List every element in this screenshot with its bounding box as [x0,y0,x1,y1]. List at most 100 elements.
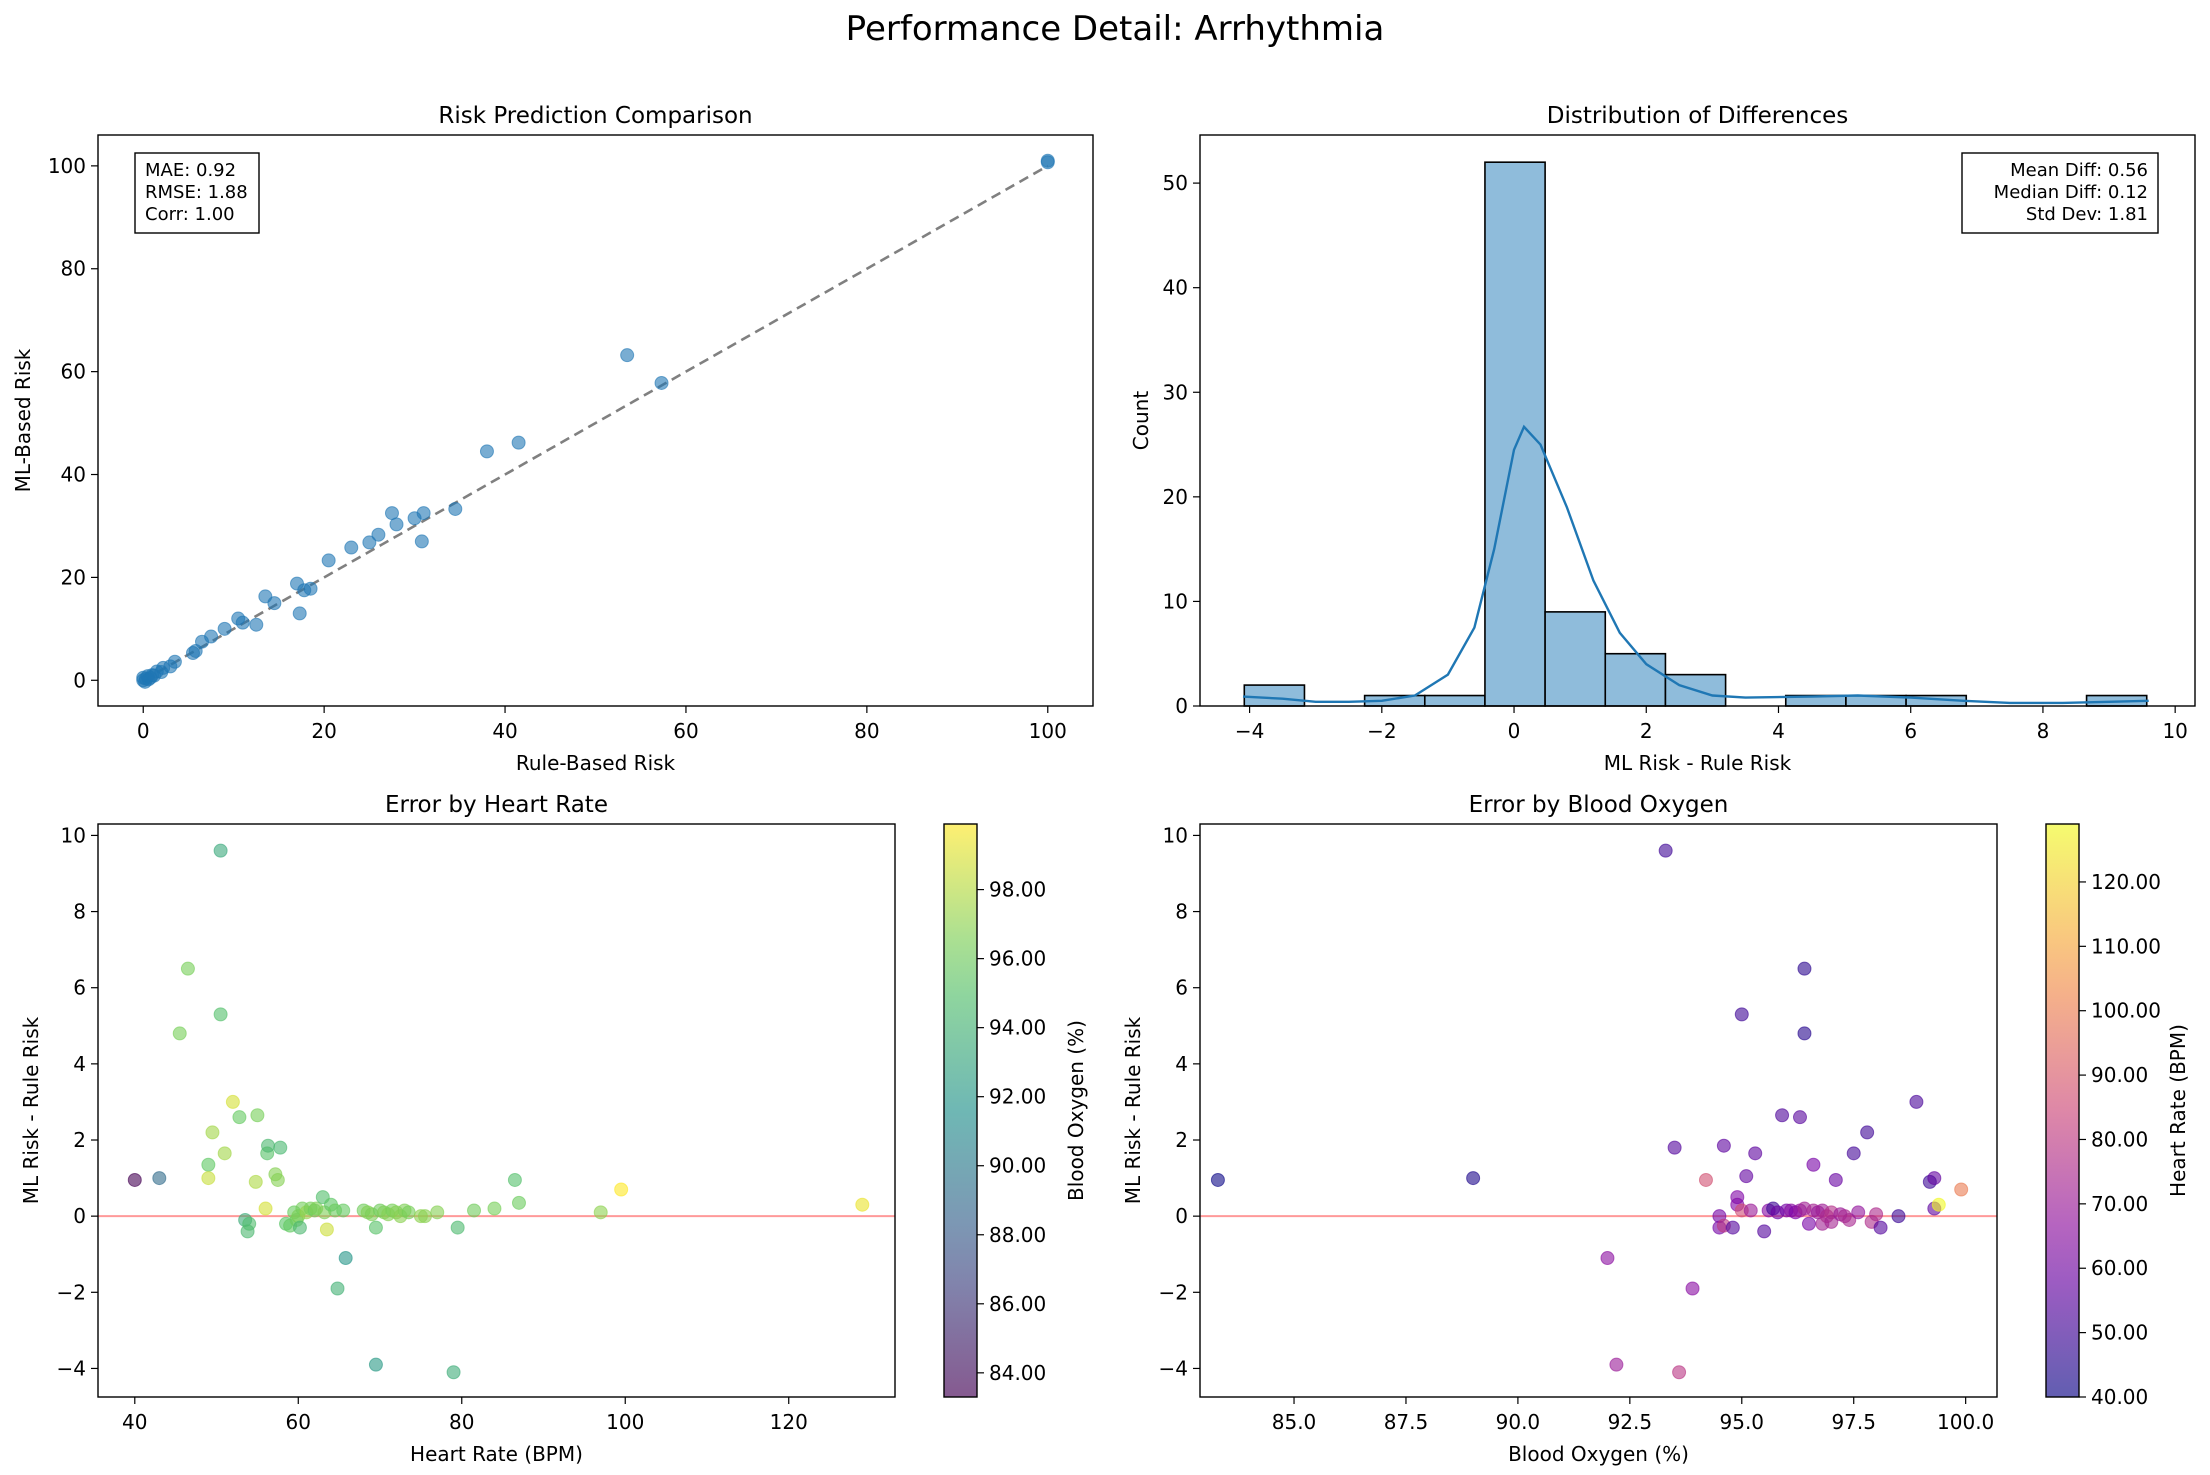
x-tick-label: 60 [673,719,698,743]
y-tick-label: 8 [73,900,86,924]
scatter-point [1891,1209,1906,1224]
y-axis-label: ML-Based Risk [11,348,35,492]
stats-line: Std Dev: 1.81 [2026,204,2148,225]
scatter-point [1040,155,1055,170]
x-tick-label: 8 [2037,719,2050,743]
scatter-point [362,535,377,550]
scatter-point [172,1026,187,1041]
x-tick-label: 60 [286,1410,311,1434]
colorbar-tick-label: 70.00 [2091,1192,2148,1216]
scatter-point [430,1205,445,1220]
scatter-point [1698,1172,1713,1187]
scatter-point [511,435,526,450]
scatter-point [217,1146,232,1161]
y-axis-label: ML Risk - Rule Risk [1121,1016,1145,1204]
scatter-point [1828,1172,1843,1187]
scatter-point [855,1197,870,1212]
scatter-point [235,615,250,630]
scatter-point [1797,961,1812,976]
scatter-point [1824,1214,1839,1229]
y-tick-label: 6 [1175,976,1188,1000]
y-tick-label: 0 [73,668,86,692]
colorbar-tick-label: 86.00 [989,1292,1046,1316]
scatter-point [213,843,228,858]
scatter-point [201,1171,216,1186]
scatter-point [467,1203,482,1218]
colorbar-tick-label: 100.00 [2091,999,2161,1023]
y-tick-label: 80 [61,257,86,281]
x-tick-label: 80 [449,1410,474,1434]
colorbar-tick-label: 80.00 [2091,1127,2148,1151]
scatter-point [389,517,404,532]
x-tick-label: 2 [1640,719,1653,743]
scatter-point [201,1157,216,1172]
scatter-point [250,1108,265,1123]
scatter-point [1748,1146,1763,1161]
y-tick-label: 50 [1163,171,1188,195]
x-tick-label: 40 [122,1410,147,1434]
colorbar [943,823,978,1398]
scatter-point [319,1222,334,1237]
scatter-point [1743,1203,1758,1218]
y-tick-label: −4 [57,1356,86,1380]
x-tick-label: −2 [1367,719,1396,743]
stats-line: Corr: 1.00 [145,204,235,225]
scatter-point [414,534,429,549]
scatter-point [1685,1281,1700,1296]
scatter-point [448,501,463,516]
y-tick-label: 40 [1163,276,1188,300]
y-tick-label: 8 [1175,900,1188,924]
x-tick-label: 92.5 [1608,1410,1653,1434]
y-tick-label: 40 [61,463,86,487]
scatter-point [1851,1205,1866,1220]
scatter-point [225,1094,240,1109]
scatter-point [242,1216,257,1231]
colorbar-tick-label: 60.00 [2091,1256,2148,1280]
scatter-point [1869,1207,1884,1222]
scatter-point [511,1195,526,1210]
panel-title: Error by Heart Rate [385,792,608,818]
y-tick-label: −2 [1159,1280,1188,1304]
scatter-point [213,1007,228,1022]
panel-title: Distribution of Differences [1547,103,1849,129]
scatter-point [1739,1169,1754,1184]
x-tick-label: −4 [1235,719,1264,743]
colorbar-tick-label: 98.00 [989,878,1046,902]
axes-frame [1199,134,2196,707]
scatter-point [1792,1110,1807,1125]
scatter-point [1667,1140,1682,1155]
reference-line [142,164,1049,682]
x-tick-label: 120 [770,1410,808,1434]
colorbar-label: Blood Oxygen (%) [1064,1020,1088,1201]
y-tick-label: 2 [1175,1128,1188,1152]
scatter-point [654,375,669,390]
x-tick-label: 20 [311,719,336,743]
histogram-bar [1484,161,1546,707]
panel-distribution-of-differences: −4 −2 0 2 4 6 8 10 0 10 20 30 40 50 Distribution of Di… [1129,103,2196,775]
axes-frame [97,823,896,1398]
scatter-point [303,581,318,596]
scatter-point [1846,1146,1861,1161]
scatter-point [368,1220,383,1235]
axes-frame [97,134,1094,707]
colorbar-label: Heart Rate (BPM) [2166,1024,2190,1197]
scatter-point [152,1171,167,1186]
scatter-point [479,444,494,459]
panel-title: Error by Blood Oxygen [1469,792,1729,818]
y-tick-label: 20 [1163,485,1188,509]
panel-error-by-blood-oxygen: 85.0 87.5 90.0 92.5 95.0 97.5 100.0 −4 −2 0 2 4 6 8 10… [1121,792,2190,1466]
y-tick-label: 100 [48,154,86,178]
histogram-bar [1423,694,1486,707]
scatter-point [127,1172,142,1187]
scatter-point [204,629,219,644]
x-tick-label: 0 [137,719,150,743]
scatter-point [401,1205,416,1220]
scatter-point [1757,1224,1772,1239]
scatter-point [249,617,264,632]
scatter-point [336,1203,351,1218]
scatter-point [232,1110,247,1125]
scatter-point [446,1365,461,1380]
scatter-point [1860,1125,1875,1140]
y-tick-label: 0 [73,1204,86,1228]
